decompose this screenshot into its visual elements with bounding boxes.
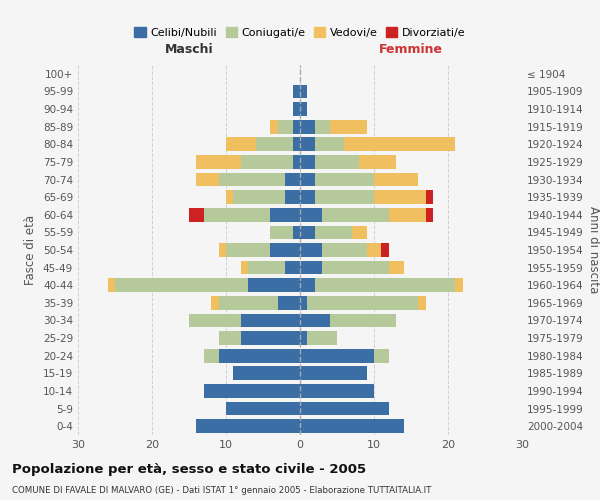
Bar	[374, 172, 418, 186]
Text: Maschi: Maschi	[164, 43, 214, 56]
Bar	[285, 172, 300, 186]
Bar	[455, 278, 463, 292]
Bar	[389, 208, 426, 222]
Bar	[300, 278, 315, 292]
Bar	[352, 226, 367, 239]
Bar	[226, 402, 300, 415]
Bar	[107, 278, 115, 292]
Bar	[293, 226, 300, 239]
Bar	[307, 296, 418, 310]
Bar	[300, 208, 322, 222]
Bar	[426, 208, 433, 222]
Y-axis label: Anni di nascita: Anni di nascita	[587, 206, 600, 294]
Bar	[322, 208, 389, 222]
Text: COMUNE DI FAVALE DI MALVARO (GE) - Dati ISTAT 1° gennaio 2005 - Elaborazione TUT: COMUNE DI FAVALE DI MALVARO (GE) - Dati …	[12, 486, 431, 495]
Bar	[426, 190, 433, 204]
Bar	[241, 331, 300, 345]
Bar	[285, 190, 300, 204]
Bar	[374, 190, 426, 204]
Bar	[293, 102, 300, 116]
Bar	[278, 296, 300, 310]
Bar	[344, 138, 455, 151]
Bar	[204, 349, 218, 362]
Text: Popolazione per età, sesso e stato civile - 2005: Popolazione per età, sesso e stato civil…	[12, 462, 366, 475]
Bar	[256, 138, 293, 151]
Bar	[300, 138, 315, 151]
Legend: Celibi/Nubili, Coniugati/e, Vedovi/e, Divorziati/e: Celibi/Nubili, Coniugati/e, Vedovi/e, Di…	[130, 22, 470, 42]
Bar	[300, 84, 307, 98]
Bar	[367, 243, 382, 257]
Bar	[300, 102, 307, 116]
Bar	[189, 314, 241, 328]
Bar	[382, 243, 389, 257]
Bar	[248, 278, 300, 292]
Bar	[293, 155, 300, 169]
Bar	[329, 314, 396, 328]
Bar	[196, 155, 241, 169]
Bar	[418, 296, 426, 310]
Bar	[329, 120, 367, 134]
Bar	[241, 314, 300, 328]
Bar	[196, 420, 300, 433]
Bar	[300, 314, 329, 328]
Bar	[278, 120, 293, 134]
Bar	[300, 366, 367, 380]
Bar	[300, 384, 374, 398]
Bar	[189, 208, 204, 222]
Y-axis label: Fasce di età: Fasce di età	[25, 215, 37, 285]
Bar	[233, 366, 300, 380]
Bar	[233, 190, 285, 204]
Bar	[300, 172, 315, 186]
Bar	[322, 260, 389, 274]
Bar	[241, 155, 293, 169]
Bar	[271, 208, 300, 222]
Bar	[218, 349, 300, 362]
Bar	[241, 260, 248, 274]
Bar	[218, 296, 278, 310]
Bar	[271, 226, 293, 239]
Bar	[218, 172, 285, 186]
Bar	[322, 243, 367, 257]
Bar	[315, 172, 374, 186]
Bar	[315, 278, 455, 292]
Bar	[315, 226, 352, 239]
Bar	[315, 138, 344, 151]
Bar	[300, 243, 322, 257]
Bar	[315, 190, 374, 204]
Bar	[300, 349, 374, 362]
Bar	[211, 296, 218, 310]
Bar	[374, 349, 389, 362]
Bar	[300, 226, 315, 239]
Bar	[271, 243, 300, 257]
Bar	[115, 278, 248, 292]
Bar	[285, 260, 300, 274]
Bar	[226, 190, 233, 204]
Bar	[300, 120, 315, 134]
Bar	[300, 296, 307, 310]
Bar	[315, 120, 329, 134]
Bar	[389, 260, 404, 274]
Bar	[271, 120, 278, 134]
Bar	[300, 402, 389, 415]
Bar	[315, 155, 359, 169]
Text: Femmine: Femmine	[379, 43, 443, 56]
Bar	[307, 331, 337, 345]
Bar	[226, 243, 271, 257]
Bar	[226, 138, 256, 151]
Bar	[204, 208, 271, 222]
Bar	[204, 384, 300, 398]
Bar	[300, 420, 404, 433]
Bar	[293, 120, 300, 134]
Bar	[218, 243, 226, 257]
Bar	[300, 155, 315, 169]
Bar	[196, 172, 218, 186]
Bar	[293, 138, 300, 151]
Bar	[218, 331, 241, 345]
Bar	[359, 155, 396, 169]
Bar	[300, 190, 315, 204]
Bar	[248, 260, 285, 274]
Bar	[300, 260, 322, 274]
Bar	[293, 84, 300, 98]
Bar	[300, 331, 307, 345]
